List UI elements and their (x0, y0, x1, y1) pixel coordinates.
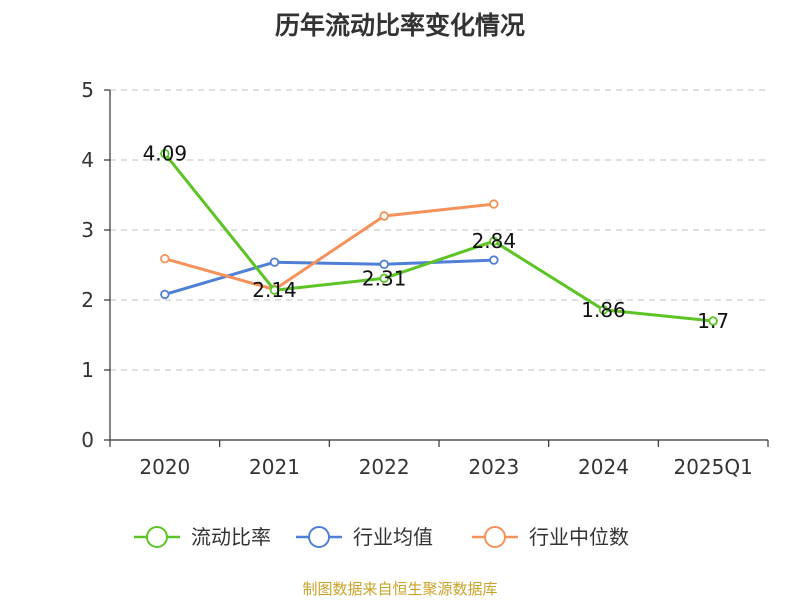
legend-item[interactable]: 行业均值 (296, 525, 433, 549)
data-point[interactable] (379, 211, 389, 221)
y-tick-label: 3 (81, 218, 94, 242)
legend-item[interactable]: 流动比率 (134, 525, 271, 549)
series-line (163, 152, 714, 323)
axes: 0 1 2 3 4 5 2020 2021 2022 2023 2024 2025Q1 (81, 78, 769, 479)
grid-lines (110, 89, 768, 371)
data-point[interactable] (379, 273, 389, 283)
series-line (164, 202, 494, 291)
x-tick-label: 2025Q1 (673, 455, 752, 479)
data-label: 1.86 (581, 298, 626, 322)
series-lines (160, 148, 718, 326)
data-point[interactable] (379, 259, 389, 269)
data-point[interactable] (489, 199, 499, 209)
legend: 流动比率 行业均值 行业中位数 (134, 525, 629, 549)
x-tick-label: 2020 (139, 455, 190, 479)
data-label: 2.31 (362, 266, 407, 290)
data-point[interactable] (489, 236, 499, 246)
data-label: 1.7 (697, 309, 729, 333)
chart-title: 历年流动比率变化情况 (274, 11, 525, 40)
data-point[interactable] (269, 285, 280, 295)
legend-label: 行业中位数 (529, 525, 629, 549)
data-point[interactable] (160, 289, 170, 300)
legend-label: 流动比率 (191, 525, 271, 549)
legend-marker (484, 526, 506, 548)
data-point[interactable] (160, 148, 170, 159)
y-tick-label: 5 (81, 78, 94, 102)
x-tick-label: 2023 (468, 455, 519, 479)
data-label: 2.14 (252, 278, 297, 302)
y-tick-label: 2 (81, 288, 94, 312)
source-note: 制图数据来自恒生聚源数据库 (302, 580, 498, 598)
legend-item[interactable]: 行业中位数 (472, 525, 629, 549)
legend-marker (308, 526, 330, 548)
data-label: 2.84 (472, 229, 517, 253)
data-point[interactable] (708, 316, 718, 326)
x-tick-label: 2021 (249, 455, 300, 479)
data-label: 4.09 (143, 142, 188, 166)
y-tick-label: 4 (81, 148, 94, 172)
data-point[interactable] (269, 257, 280, 267)
data-point[interactable] (598, 305, 609, 315)
x-tick-label: 2024 (578, 455, 629, 479)
legend-label: 行业均值 (353, 525, 433, 549)
y-tick-label: 1 (81, 358, 94, 382)
y-tick-label: 0 (81, 428, 94, 452)
data-point[interactable] (160, 254, 170, 264)
series-line (164, 258, 494, 296)
data-labels: 4.09 2.14 2.31 2.84 1.86 1.7 (143, 142, 730, 333)
legend-marker (146, 526, 168, 548)
x-tick-label: 2022 (359, 455, 410, 479)
data-point[interactable] (489, 255, 499, 265)
